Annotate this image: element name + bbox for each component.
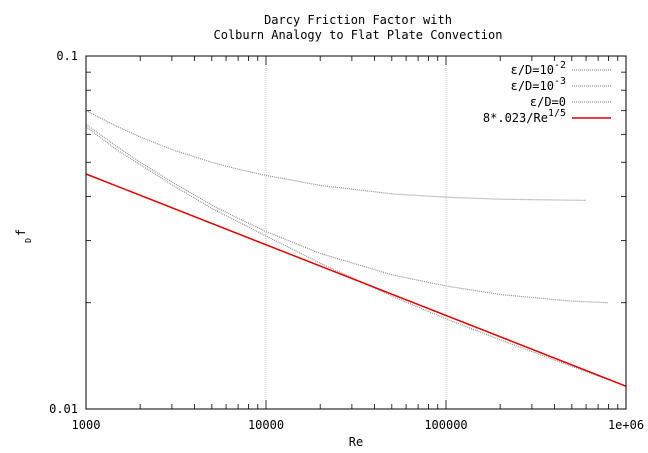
legend-label-2: ε/D=10-3 [511,76,566,93]
series-line-4 [85,173,627,387]
legend-label-1: ε/D=10-2 [511,60,566,77]
series-line-2 [85,123,609,304]
y-tick-label: 0.1 [56,49,78,63]
x-tick-label: 1e+06 [608,418,644,432]
plot-frame [85,55,627,410]
legend: ε/D=10-2ε/D=10-3 ε/D=08*.023/Re1/5 [483,60,611,125]
chart-title: Darcy Friction Factor with Colburn Analo… [214,13,503,42]
series-line-1 [85,110,587,201]
axis-ticks [85,56,626,410]
grid-lines [265,56,447,409]
y-axis-label-subscript: D [24,238,33,243]
x-tick-label: 1000 [72,418,101,432]
y-axis-label: fD [14,229,33,243]
y-axis-label-text: f [14,229,28,236]
x-tick-labels: 1000 10000 100000 1e+06 [72,418,645,432]
series-line-3 [85,126,609,381]
x-tick-label: 100000 [424,418,467,432]
series-lines [85,110,627,387]
legend-label-3: ε/D=0 [530,95,566,109]
y-tick-label: 0.01 [49,402,78,416]
y-tick-labels: 0.01 0.1 [49,49,78,416]
legend-label-4: 8*.023/Re1/5 [483,108,566,125]
chart-title-line-2: Colburn Analogy to Flat Plate Convection [214,28,503,42]
x-tick-label: 10000 [248,418,284,432]
chart-title-line-1: Darcy Friction Factor with [264,13,452,27]
x-axis-label: Re [349,435,363,449]
